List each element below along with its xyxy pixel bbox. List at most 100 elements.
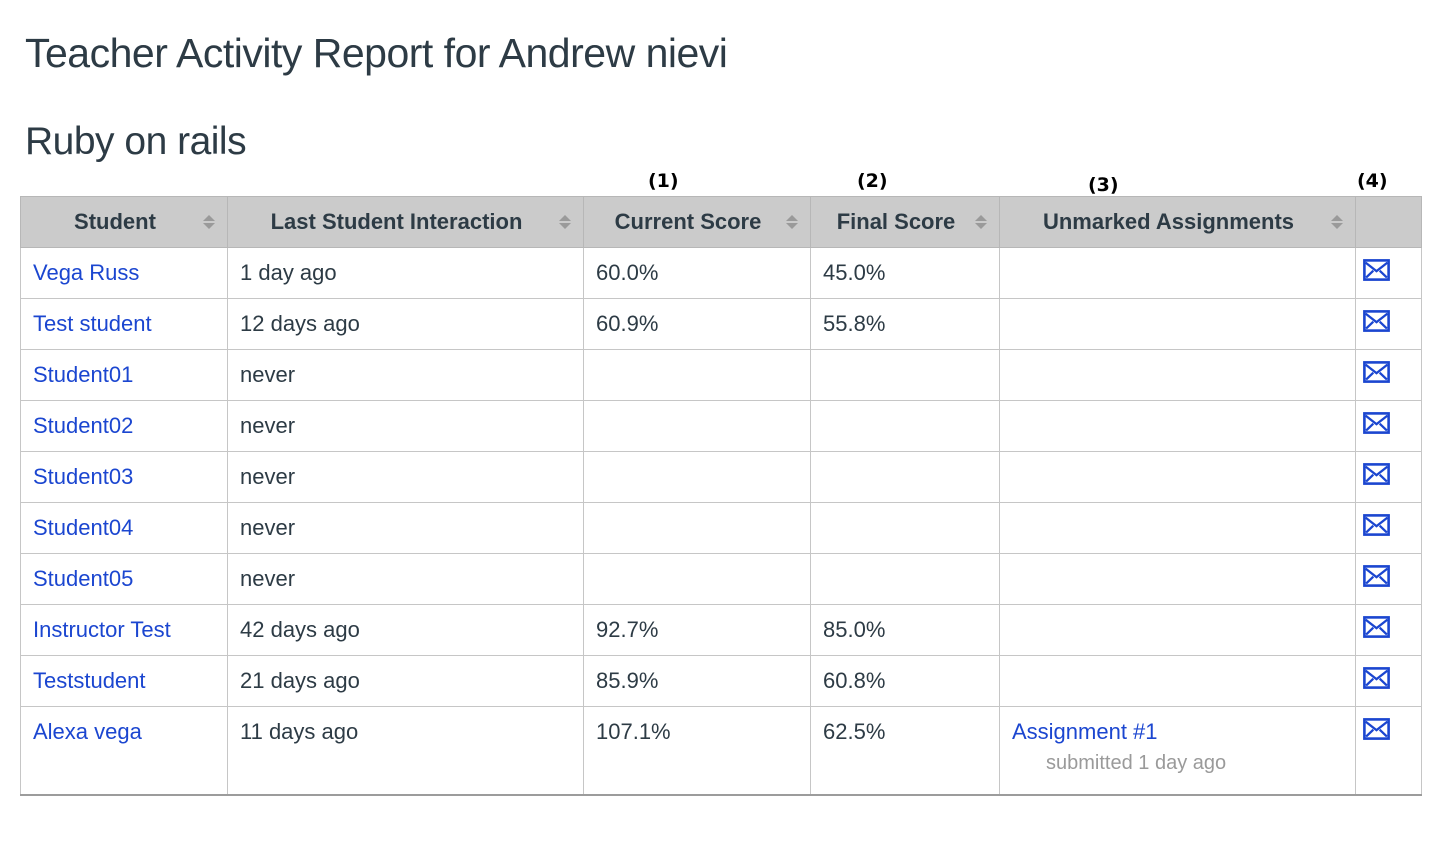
final-score-cell: 60.8% — [810, 655, 1000, 707]
column-header-student-label: Student — [74, 209, 156, 234]
unmarked-assignments-cell — [999, 247, 1356, 299]
final-score-cell: 85.0% — [810, 604, 1000, 656]
message-cell — [1355, 298, 1422, 350]
last-interaction-cell: never — [227, 349, 584, 401]
column-header-last-interaction-label: Last Student Interaction — [270, 209, 523, 234]
current-score-cell: 92.7% — [583, 604, 811, 656]
activity-report-table: Student Last Student Interaction Current… — [20, 196, 1422, 796]
final-score-cell: 45.0% — [810, 247, 1000, 299]
current-score-cell: 85.9% — [583, 655, 811, 707]
unmarked-assignments-cell — [999, 451, 1356, 503]
student-link[interactable]: Instructor Test — [33, 617, 171, 642]
message-student-button[interactable] — [1363, 514, 1390, 536]
table-row: Student05 never — [20, 553, 1422, 605]
table-row: Instructor Test 42 days ago 92.7% 85.0% — [20, 604, 1422, 656]
message-student-button[interactable] — [1363, 616, 1390, 638]
student-cell: Student01 — [20, 349, 228, 401]
course-title: Ruby on rails — [25, 120, 247, 163]
last-interaction-cell: 12 days ago — [227, 298, 584, 350]
message-cell — [1355, 706, 1422, 796]
column-header-final-score-label: Final Score — [836, 209, 956, 234]
current-score-cell: 60.0% — [583, 247, 811, 299]
sort-icon — [786, 215, 798, 229]
unmarked-assignments-cell — [999, 604, 1356, 656]
envelope-icon — [1363, 463, 1390, 485]
assignment-link[interactable]: Assignment #1 — [1012, 719, 1158, 744]
sort-icon — [559, 215, 571, 229]
sort-icon — [203, 215, 215, 229]
column-header-unmarked-assignments[interactable]: Unmarked Assignments — [999, 196, 1356, 248]
message-student-button[interactable] — [1363, 718, 1390, 740]
last-interaction-cell: 1 day ago — [227, 247, 584, 299]
column-header-message — [1355, 196, 1422, 248]
last-interaction-cell: 21 days ago — [227, 655, 584, 707]
unmarked-assignments-cell: Assignment #1 submitted 1 day ago — [999, 706, 1356, 796]
message-student-button[interactable] — [1363, 412, 1390, 434]
message-student-button[interactable] — [1363, 667, 1390, 689]
current-score-cell: 60.9% — [583, 298, 811, 350]
last-interaction-cell: never — [227, 451, 584, 503]
student-cell: Student03 — [20, 451, 228, 503]
student-cell: Teststudent — [20, 655, 228, 707]
unmarked-assignments-cell — [999, 400, 1356, 452]
current-score-cell — [583, 502, 811, 554]
annotation-1: (1) — [648, 170, 679, 192]
envelope-icon — [1363, 718, 1390, 740]
page-title: Teacher Activity Report for Andrew nievi — [25, 30, 728, 76]
student-cell: Instructor Test — [20, 604, 228, 656]
message-student-button[interactable] — [1363, 310, 1390, 332]
table-row: Vega Russ 1 day ago 60.0% 45.0% — [20, 247, 1422, 299]
current-score-cell — [583, 553, 811, 605]
sort-icon — [1331, 215, 1343, 229]
final-score-cell: 62.5% — [810, 706, 1000, 796]
unmarked-assignments-cell — [999, 349, 1356, 401]
student-link[interactable]: Teststudent — [33, 668, 146, 693]
message-cell — [1355, 553, 1422, 605]
final-score-cell — [810, 400, 1000, 452]
column-header-unmarked-assignments-label: Unmarked Assignments — [1042, 209, 1295, 234]
current-score-cell: 107.1% — [583, 706, 811, 796]
student-cell: Test student — [20, 298, 228, 350]
column-header-last-interaction[interactable]: Last Student Interaction — [227, 196, 584, 248]
student-link[interactable]: Student02 — [33, 413, 134, 438]
column-header-current-score[interactable]: Current Score — [583, 196, 811, 248]
table-body: Vega Russ 1 day ago 60.0% 45.0% Test stu… — [20, 247, 1422, 796]
unmarked-assignments-cell — [999, 655, 1356, 707]
message-student-button[interactable] — [1363, 361, 1390, 383]
column-header-student[interactable]: Student — [20, 196, 228, 248]
table-row: Student03 never — [20, 451, 1422, 503]
message-student-button[interactable] — [1363, 463, 1390, 485]
student-link[interactable]: Alexa vega — [33, 719, 142, 744]
envelope-icon — [1363, 412, 1390, 434]
table-row: Alexa vega 11 days ago 107.1% 62.5% Assi… — [20, 706, 1422, 796]
unmarked-assignments-cell — [999, 502, 1356, 554]
final-score-cell — [810, 553, 1000, 605]
final-score-cell: 55.8% — [810, 298, 1000, 350]
student-link[interactable]: Student05 — [33, 566, 134, 591]
envelope-icon — [1363, 310, 1390, 332]
assignment-submitted-note: submitted 1 day ago — [1046, 752, 1227, 774]
message-cell — [1355, 247, 1422, 299]
table-row: Student01 never — [20, 349, 1422, 401]
envelope-icon — [1363, 361, 1390, 383]
table-row: Test student 12 days ago 60.9% 55.8% — [20, 298, 1422, 350]
column-header-final-score[interactable]: Final Score — [810, 196, 1000, 248]
student-cell: Student05 — [20, 553, 228, 605]
annotation-3: (3) — [1088, 174, 1119, 196]
envelope-icon — [1363, 259, 1390, 281]
student-link[interactable]: Student03 — [33, 464, 134, 489]
message-student-button[interactable] — [1363, 259, 1390, 281]
current-score-cell — [583, 349, 811, 401]
student-cell: Alexa vega — [20, 706, 228, 796]
student-cell: Vega Russ — [20, 247, 228, 299]
message-cell — [1355, 451, 1422, 503]
message-cell — [1355, 349, 1422, 401]
student-link[interactable]: Student04 — [33, 515, 134, 540]
final-score-cell — [810, 349, 1000, 401]
message-student-button[interactable] — [1363, 565, 1390, 587]
student-link[interactable]: Student01 — [33, 362, 134, 387]
final-score-cell — [810, 451, 1000, 503]
student-link[interactable]: Vega Russ — [33, 260, 140, 285]
message-cell — [1355, 400, 1422, 452]
student-link[interactable]: Test student — [33, 311, 152, 336]
